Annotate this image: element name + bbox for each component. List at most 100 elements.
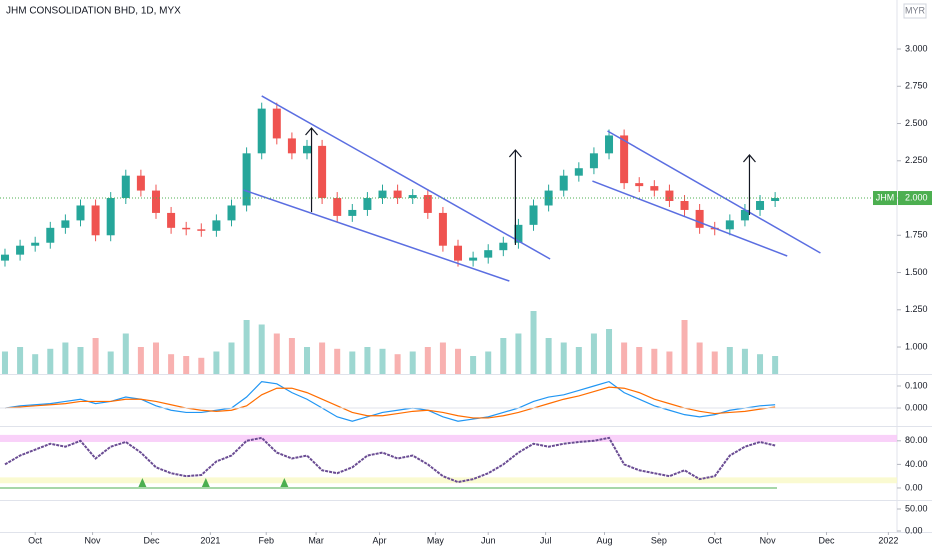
candle-body [438,212,447,246]
y-tick-label: 1.000 [905,341,928,351]
volume-bar [17,347,24,374]
volume-bar [696,342,703,374]
candle-body [242,153,251,206]
candle-body [212,220,221,231]
volume-bar [500,338,507,374]
candle-body [393,190,402,199]
oscillator-line [4,436,776,484]
x-tick-label: Dec [818,535,835,545]
candle-body [136,175,145,191]
arrow-head [743,154,756,163]
volume-bar [681,320,688,374]
volume-bar [334,348,341,374]
volume-bar [213,351,220,374]
volume-bar [168,354,175,374]
volume-bar [636,347,643,374]
volume-bar [409,351,416,374]
y-tick-label: 2.500 [905,118,928,128]
volume-bar [666,351,673,374]
candle-body [469,257,478,261]
candle-body [499,242,508,251]
volume-bar [273,333,280,374]
volume-bar [319,342,326,374]
candle-body [605,135,614,154]
candle-body [106,198,115,236]
candle-body [650,186,659,191]
candle-body [514,224,523,243]
x-tick-label: Mar [308,535,324,545]
y-tick-label: 40.00 [905,459,928,469]
x-tick-label: Dec [143,535,160,545]
candle-body [167,212,176,228]
candle-body [257,108,266,154]
y-tick-label: 1.500 [905,267,928,277]
last-price-box [898,191,932,206]
volume-bar [228,342,235,374]
candle-body [272,108,281,139]
trendline [607,130,821,254]
candle-body [287,138,296,154]
candle-body [665,190,674,202]
candle-body [363,198,372,210]
x-tick-label: Nov [85,535,102,545]
candle-body [227,205,236,221]
volume-bar [470,356,477,374]
candle-body [635,183,644,187]
arrow-head [508,149,522,158]
candle-body [121,175,130,199]
trendline [592,180,788,257]
candle-body [151,190,160,213]
candle-body [197,229,206,231]
x-tick-label: 2022 [878,535,898,545]
currency-box [903,3,927,19]
candle-body [318,145,327,199]
arrow-head [305,127,318,136]
candle-body [740,209,749,221]
volume-bar [621,342,628,374]
volume-bar [304,347,311,374]
volume-bar [772,356,779,374]
x-tick-label: Jun [481,535,496,545]
y-tick-label: 2.750 [905,81,928,91]
candle-body [348,209,357,216]
y-tick-label: 0.100 [905,380,928,390]
volume-bar [183,356,190,374]
volume-bar [530,311,537,374]
candle-body [544,190,553,206]
volume-bar [47,348,54,374]
volume-bar [757,354,764,374]
x-tick-label: Oct [708,535,723,545]
volume-bar [349,351,356,374]
trendline [243,189,510,282]
last-symbol-box [873,191,897,206]
volume-bar [364,347,371,374]
volume-bar [560,342,567,374]
candle-body [559,175,568,191]
candle-body [680,201,689,210]
indicator-line [4,380,776,422]
y-tick-label: 0.000 [905,402,928,412]
y-tick-label: 1.250 [905,304,928,314]
candle-body [46,227,55,243]
last-price: 2.000 [905,192,928,202]
x-tick-label: Feb [258,535,274,545]
candle-body [31,242,40,246]
volume-bar [288,338,295,374]
candle-body [378,190,387,199]
candle-body [16,245,25,255]
band [0,434,897,442]
signal-marker [201,477,210,487]
candle-body [333,198,342,216]
candle-body [91,205,100,236]
x-tick-label: Sep [651,535,667,545]
volume-bar [32,354,39,374]
volume-bar [439,342,446,374]
volume-bar [606,329,613,374]
volume-bar [77,347,84,374]
candle-body [423,195,432,213]
currency: MYR [905,5,926,15]
volume-bar [424,347,431,374]
y-tick-label: 0.00 [905,482,923,492]
x-tick-label: 2021 [200,535,220,545]
